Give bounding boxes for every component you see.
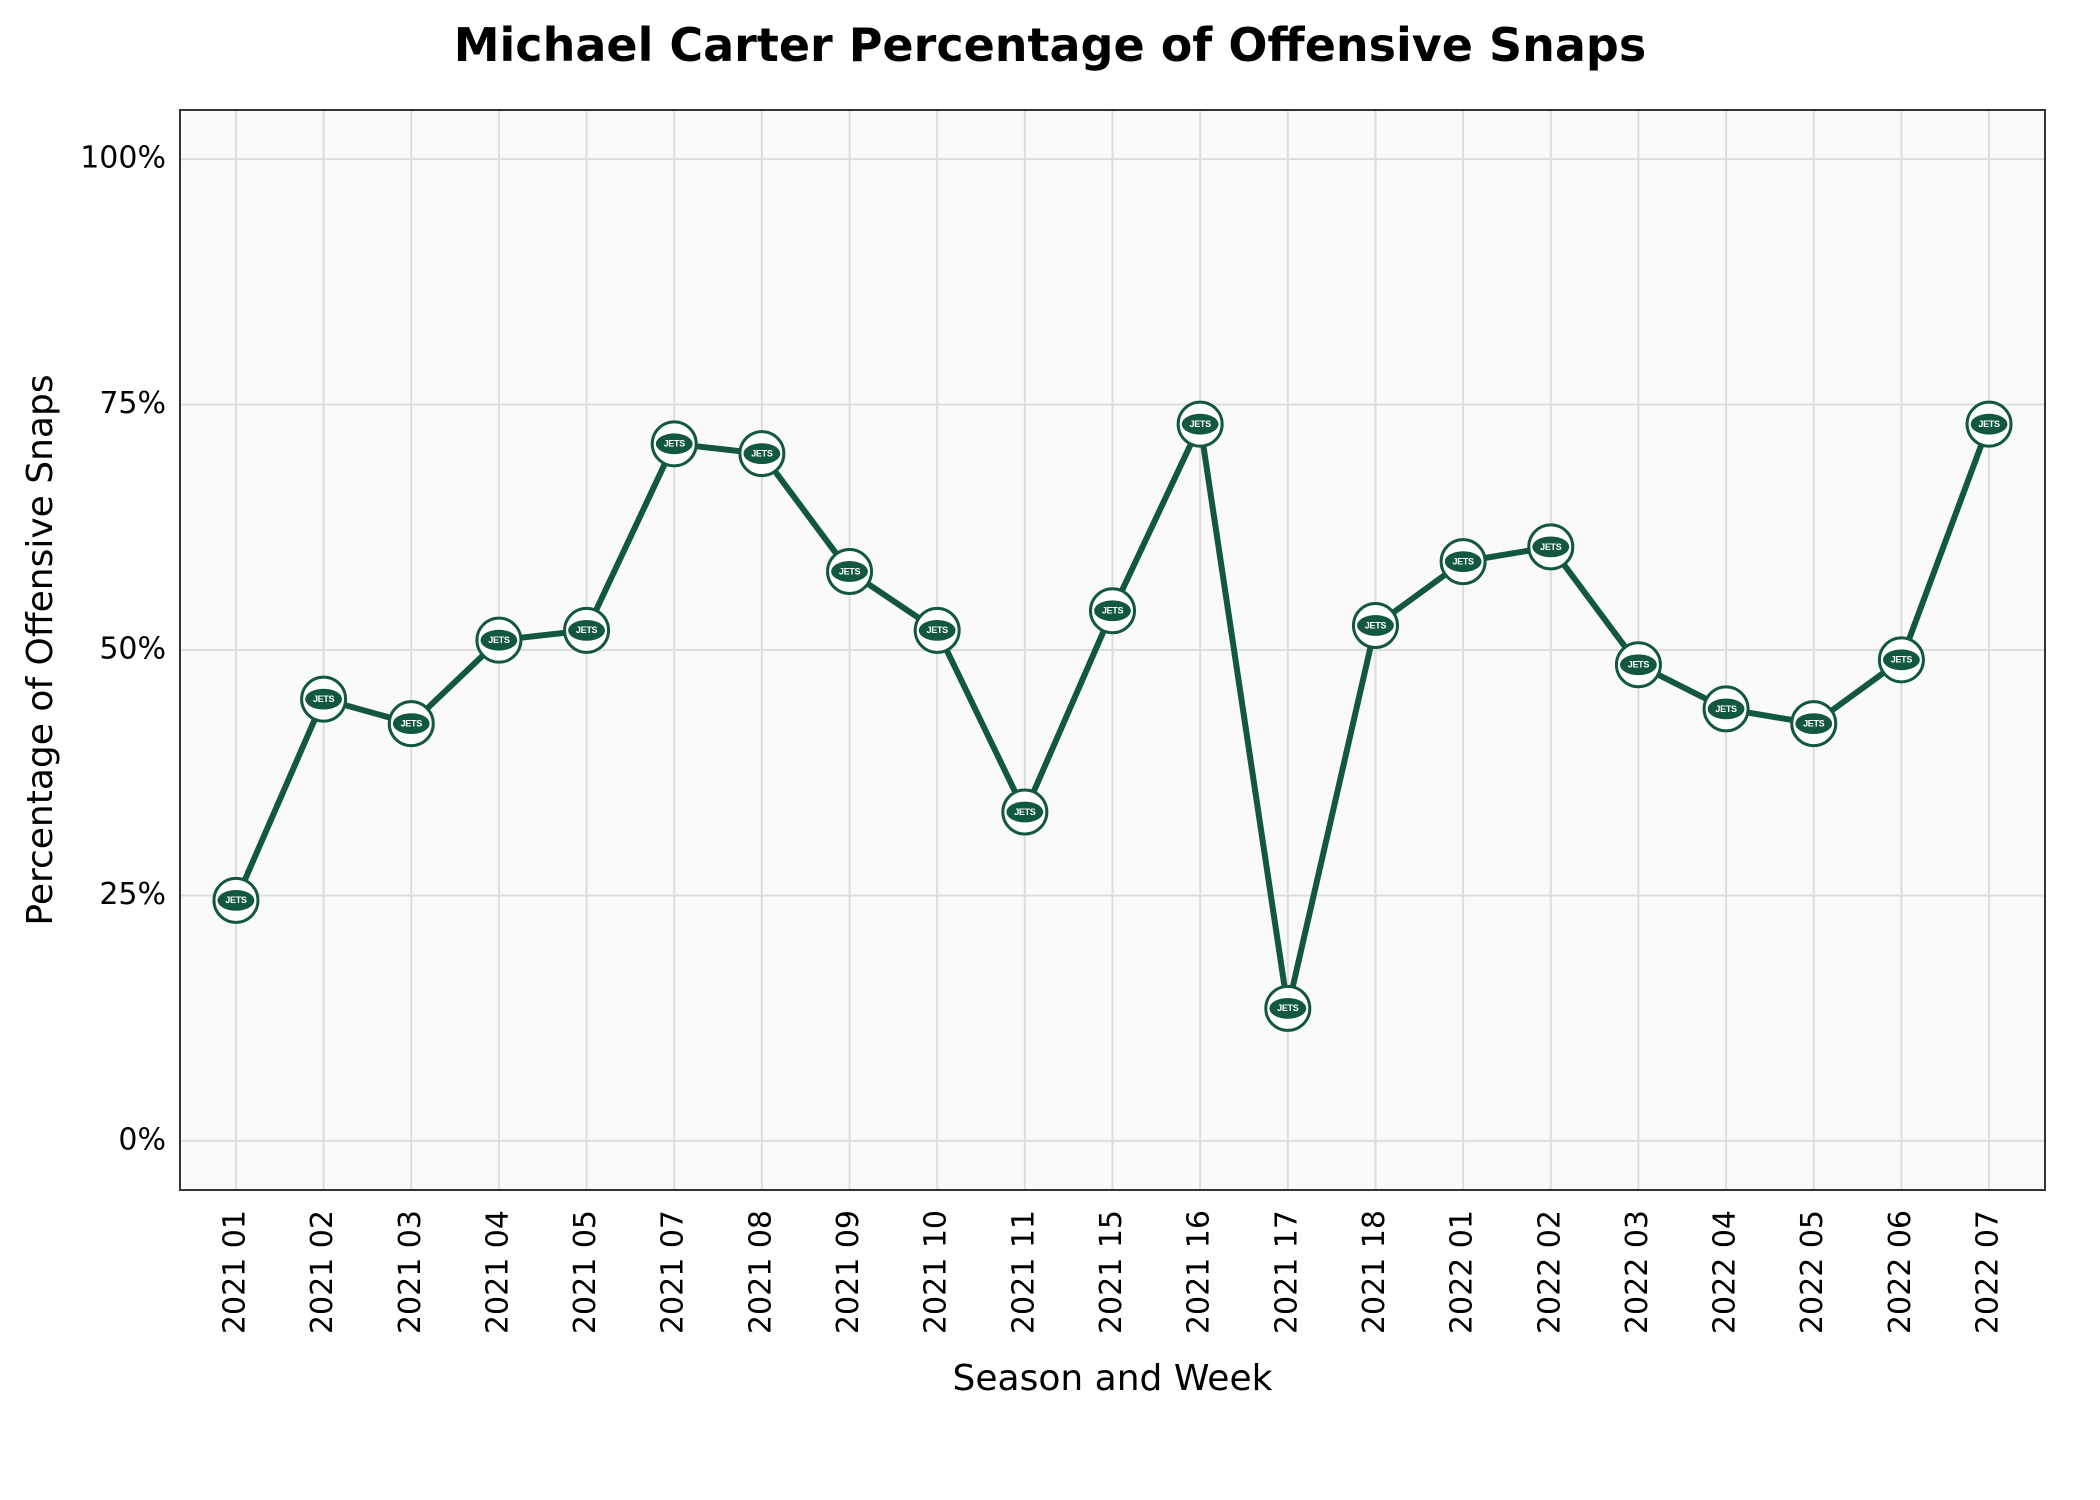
x-tick-label: 2022 01 — [1445, 1210, 1480, 1334]
svg-text:JETS: JETS — [839, 566, 861, 576]
svg-text:JETS: JETS — [401, 719, 423, 729]
chart-container: Michael Carter Percentage of Offensive S… — [0, 0, 2100, 1500]
y-tick-label: 50% — [99, 632, 166, 667]
x-tick-label: 2021 10 — [919, 1210, 954, 1334]
x-tick-label: 2021 03 — [393, 1210, 428, 1334]
svg-text:JETS: JETS — [1803, 719, 1825, 729]
x-tick-label: 2021 15 — [1094, 1210, 1129, 1334]
x-tick-label: 2021 07 — [656, 1210, 691, 1334]
x-tick-label: 2022 05 — [1795, 1210, 1830, 1334]
data-marker: JETS — [1091, 589, 1135, 633]
data-marker: JETS — [214, 878, 258, 922]
x-tick-label: 2021 01 — [217, 1210, 252, 1334]
data-marker: JETS — [1353, 603, 1397, 647]
data-marker: JETS — [915, 608, 959, 652]
x-tick-label: 2022 03 — [1620, 1210, 1655, 1334]
x-tick-label: 2021 02 — [305, 1210, 340, 1334]
svg-text:JETS: JETS — [488, 635, 510, 645]
data-marker: JETS — [1879, 638, 1923, 682]
svg-text:JETS: JETS — [751, 449, 773, 459]
x-tick-label: 2022 06 — [1883, 1210, 1918, 1334]
svg-text:JETS: JETS — [1102, 606, 1124, 616]
x-tick-label: 2021 08 — [743, 1210, 778, 1334]
svg-text:JETS: JETS — [664, 439, 686, 449]
svg-text:JETS: JETS — [1365, 620, 1387, 630]
data-marker: JETS — [1529, 525, 1573, 569]
data-marker: JETS — [565, 608, 609, 652]
x-tick-label: 2021 05 — [568, 1210, 603, 1334]
svg-text:JETS: JETS — [1277, 1003, 1299, 1013]
svg-text:JETS: JETS — [1978, 419, 2000, 429]
svg-text:JETS: JETS — [1628, 660, 1650, 670]
data-marker: JETS — [1616, 643, 1660, 687]
x-tick-label: 2021 16 — [1182, 1210, 1217, 1334]
svg-text:JETS: JETS — [1540, 542, 1562, 552]
data-marker: JETS — [1967, 402, 2011, 446]
svg-text:JETS: JETS — [1891, 655, 1913, 665]
x-axis-label: Season and Week — [953, 1358, 1273, 1399]
x-tick-label: 2021 18 — [1357, 1210, 1392, 1334]
x-tick-label: 2022 07 — [1971, 1210, 2006, 1334]
x-tick-label: 2021 17 — [1269, 1210, 1304, 1334]
y-tick-label: 100% — [80, 141, 166, 176]
data-marker: JETS — [1441, 540, 1485, 584]
svg-text:JETS: JETS — [313, 694, 335, 704]
x-tick-label: 2022 02 — [1532, 1210, 1567, 1334]
y-axis-label: Percentage of Offensive Snaps — [20, 374, 61, 925]
svg-text:JETS: JETS — [927, 625, 949, 635]
chart-svg: JETS JETS JETS JETS JETS JETS JETS JETS JETS JETS… — [0, 0, 2100, 1500]
data-marker: JETS — [302, 677, 346, 721]
data-marker: JETS — [740, 432, 784, 476]
x-tick-label: 2021 11 — [1006, 1210, 1041, 1334]
data-marker: JETS — [1704, 687, 1748, 731]
x-tick-label: 2022 04 — [1708, 1210, 1743, 1334]
data-marker: JETS — [1178, 402, 1222, 446]
data-marker: JETS — [1792, 702, 1836, 746]
y-tick-label: 0% — [118, 1122, 166, 1157]
x-tick-label: 2021 04 — [480, 1210, 515, 1334]
svg-text:JETS: JETS — [1014, 807, 1036, 817]
y-tick-label: 25% — [99, 877, 166, 912]
data-marker: JETS — [477, 618, 521, 662]
svg-text:JETS: JETS — [1189, 419, 1211, 429]
data-marker: JETS — [389, 702, 433, 746]
data-marker: JETS — [828, 549, 872, 593]
svg-text:JETS: JETS — [1452, 557, 1474, 567]
svg-text:JETS: JETS — [225, 895, 247, 905]
y-tick-label: 75% — [99, 386, 166, 421]
data-marker: JETS — [1003, 790, 1047, 834]
data-marker: JETS — [1266, 986, 1310, 1030]
svg-text:JETS: JETS — [576, 625, 598, 635]
data-marker: JETS — [652, 422, 696, 466]
svg-text:JETS: JETS — [1715, 704, 1737, 714]
x-tick-label: 2021 09 — [831, 1210, 866, 1334]
